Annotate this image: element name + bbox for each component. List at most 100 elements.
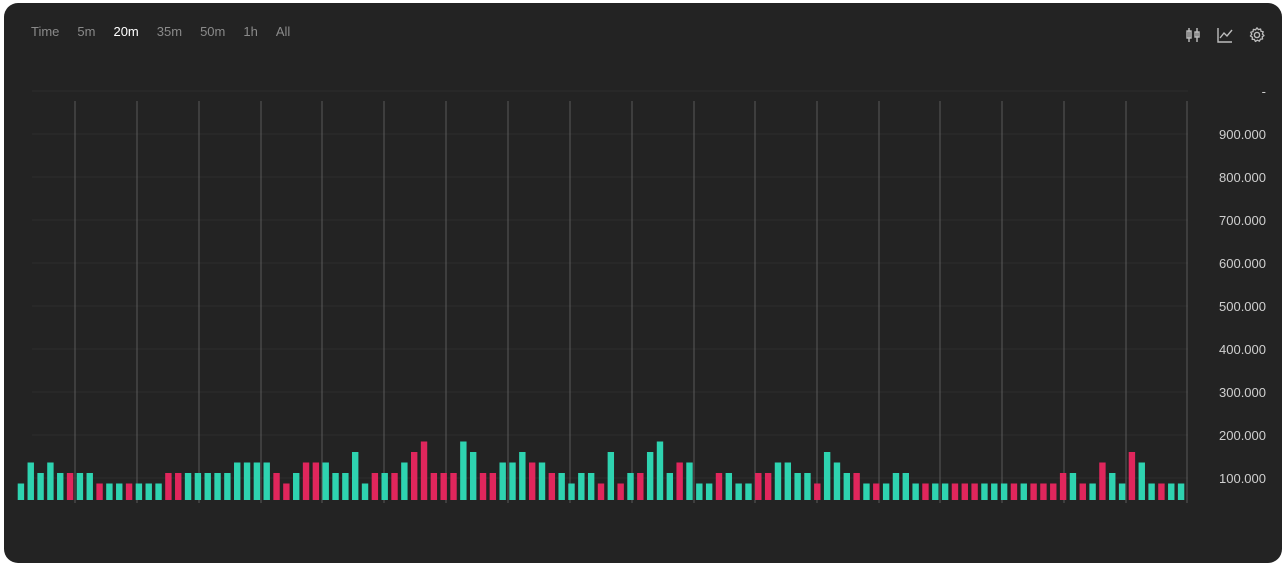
volume-bar: [18, 484, 24, 501]
volume-bar: [106, 484, 112, 501]
y-tick-label: 500.000: [1219, 299, 1266, 314]
volume-bar: [57, 473, 63, 500]
volume-bar: [853, 473, 859, 500]
y-tick-label: 700.000: [1219, 213, 1266, 228]
y-tick-label: 400.000: [1219, 342, 1266, 357]
y-tick-label: -: [1262, 84, 1266, 99]
volume-bar: [509, 463, 515, 501]
volume-bar: [676, 463, 682, 501]
volume-bar: [1021, 484, 1027, 501]
volume-bar: [116, 484, 122, 501]
volume-bar: [323, 463, 329, 501]
volume-bar: [1030, 484, 1036, 501]
volume-bar: [745, 484, 751, 501]
volume-bar: [1168, 484, 1174, 501]
volume-bar: [155, 484, 161, 501]
volume-bar: [175, 473, 181, 500]
volume-bar: [844, 473, 850, 500]
chart-card: Time 5m 20m 35m 50m 1h All - 900.000 800.000 700.…: [4, 3, 1282, 563]
volume-bar: [136, 484, 142, 501]
volume-bar: [962, 484, 968, 501]
volume-bar: [499, 463, 505, 501]
volume-bar: [627, 473, 633, 500]
volume-bar: [1040, 484, 1046, 501]
volume-bar: [28, 463, 34, 501]
volume-bar: [519, 452, 525, 500]
volume-bar: [195, 473, 201, 500]
volume-bar: [185, 473, 191, 500]
volume-bar: [401, 463, 407, 501]
volume-bar: [568, 484, 574, 501]
volume-bar: [696, 484, 702, 501]
volume-bar: [264, 463, 270, 501]
volume-bar: [883, 484, 889, 501]
volume-bar: [273, 473, 279, 500]
volume-bar: [146, 484, 152, 501]
volume-bar: [667, 473, 673, 500]
volume-bar: [893, 473, 899, 500]
volume-bar: [254, 463, 260, 501]
volume-bar: [1158, 484, 1164, 501]
volume-bar: [165, 473, 171, 500]
volume-bar: [922, 484, 928, 501]
volume-bar: [421, 442, 427, 501]
volume-bar: [1119, 484, 1125, 501]
volume-bar: [224, 473, 230, 500]
volume-bar: [1178, 484, 1184, 501]
volume-bar: [588, 473, 594, 500]
volume-bar: [834, 463, 840, 501]
y-tick-label: 300.000: [1219, 385, 1266, 400]
volume-bar: [952, 484, 958, 501]
volume-bar: [598, 484, 604, 501]
volume-bar: [912, 484, 918, 501]
y-tick-label: 600.000: [1219, 256, 1266, 271]
volume-bar: [706, 484, 712, 501]
volume-bar: [460, 442, 466, 501]
candlestick-chart[interactable]: - 900.000 800.000 700.000 600.000 500.000 400.…: [4, 3, 1282, 563]
volume-bar: [765, 473, 771, 500]
volume-bar: [411, 452, 417, 500]
volume-bar: [1050, 484, 1056, 501]
volume-bar: [549, 473, 555, 500]
volume-bar: [214, 473, 220, 500]
volume-bar: [67, 473, 73, 500]
volume-bar: [431, 473, 437, 500]
volume-bar: [303, 463, 309, 501]
volume-bar: [755, 473, 761, 500]
volume-bar: [1109, 473, 1115, 500]
volume-bar: [47, 463, 53, 501]
volume-bar: [637, 473, 643, 500]
volume-bar: [873, 484, 879, 501]
volume-bar: [686, 463, 692, 501]
volume-bar: [578, 473, 584, 500]
volume-bar: [362, 484, 368, 501]
volume-bar: [942, 484, 948, 501]
volume-bar: [372, 473, 378, 500]
volume-bar: [657, 442, 663, 501]
volume-bar: [716, 473, 722, 500]
volume-bar: [332, 473, 338, 500]
volume-bar: [381, 473, 387, 500]
volume-bar: [37, 473, 43, 500]
volume-bar: [1139, 463, 1145, 501]
volume-bar: [313, 463, 319, 501]
volume-bar: [480, 473, 486, 500]
volume-bar: [775, 463, 781, 501]
volume-bar: [234, 463, 240, 501]
volume-bar: [558, 473, 564, 500]
volume-bar: [96, 484, 102, 501]
volume-bar: [1089, 484, 1095, 501]
volume-bar: [991, 484, 997, 501]
volume-bar: [391, 473, 397, 500]
volume-bar: [1148, 484, 1154, 501]
volume-bar: [490, 473, 496, 500]
volume-bar: [1011, 484, 1017, 501]
y-tick-label: 100.000: [1219, 471, 1266, 486]
volume-bar: [205, 473, 211, 500]
volume-bar: [824, 452, 830, 500]
volume-bar: [804, 473, 810, 500]
volume-bar: [1070, 473, 1076, 500]
volume-bar: [981, 484, 987, 501]
volume-bar: [283, 484, 289, 501]
volume-bar: [1129, 452, 1135, 500]
